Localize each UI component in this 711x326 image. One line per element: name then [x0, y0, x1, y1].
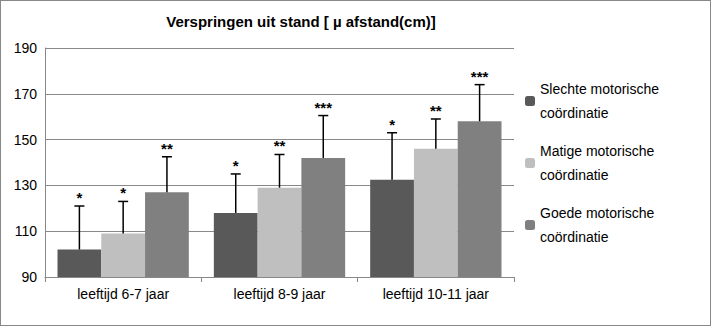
- svg-text:*: *: [389, 116, 395, 133]
- svg-text:coördinatie: coördinatie: [540, 229, 609, 245]
- svg-text:*: *: [233, 157, 239, 174]
- svg-text:150: 150: [14, 132, 38, 148]
- svg-text:130: 130: [14, 177, 38, 193]
- svg-text:***: ***: [471, 68, 489, 85]
- svg-text:190: 190: [14, 40, 38, 56]
- svg-text:leeftijd 10-11 jaar: leeftijd 10-11 jaar: [383, 286, 490, 302]
- svg-text:*: *: [76, 189, 82, 206]
- svg-text:***: ***: [315, 99, 333, 116]
- svg-text:**: **: [274, 137, 286, 154]
- svg-text:170: 170: [14, 86, 38, 102]
- svg-text:Slechte motorische: Slechte motorische: [540, 81, 663, 97]
- svg-text:leeftijd 8-9 jaar: leeftijd 8-9 jaar: [234, 286, 326, 302]
- svg-text:coördinatie: coördinatie: [540, 167, 609, 183]
- svg-text:leeftijd 6-7 jaar: leeftijd 6-7 jaar: [77, 286, 169, 302]
- svg-text:**: **: [430, 102, 442, 119]
- svg-text:Matige motorische: Matige motorische: [540, 143, 658, 159]
- svg-text:110: 110: [15, 223, 38, 239]
- svg-text:Goede motorische: Goede motorische: [540, 205, 658, 221]
- svg-text:**: **: [161, 140, 173, 157]
- svg-text:Verspringen uit stand [ µ afst: Verspringen uit stand [ µ afstand(cm)]: [166, 13, 436, 30]
- svg-text:coördinatie: coördinatie: [540, 105, 609, 121]
- svg-text:90: 90: [21, 269, 37, 285]
- svg-text:*: *: [120, 184, 126, 201]
